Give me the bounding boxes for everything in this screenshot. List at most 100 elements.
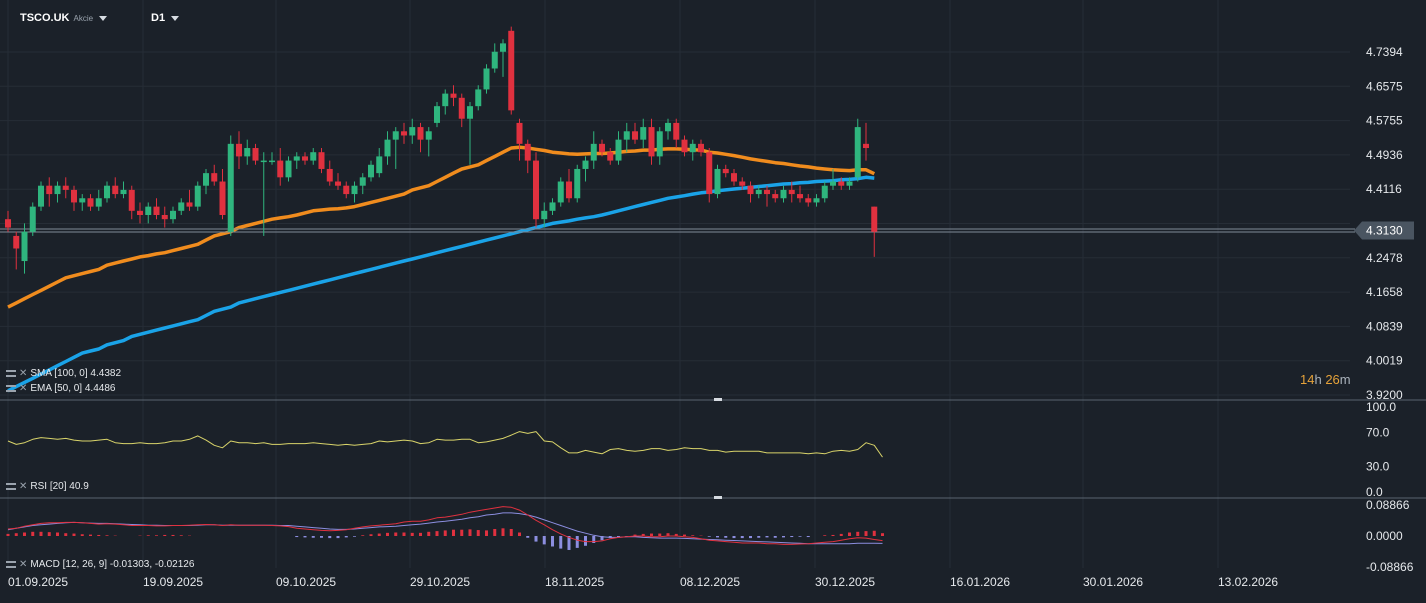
indicator-settings-icon[interactable] xyxy=(6,483,16,490)
candle-body xyxy=(327,169,333,182)
indicator-settings-icon[interactable] xyxy=(6,561,16,568)
candle-body xyxy=(426,131,432,139)
macd-histogram-bar xyxy=(865,531,868,536)
macd-histogram-bar xyxy=(576,536,579,548)
macd-tick-label: 0.0000 xyxy=(1366,529,1403,543)
ema-indicator-label[interactable]: ✕EMA [50, 0] 4.4486 xyxy=(6,383,115,394)
close-icon[interactable]: ✕ xyxy=(19,559,27,570)
macd-histogram-bar xyxy=(427,532,430,536)
macd-histogram-bar xyxy=(320,536,323,538)
candle-body xyxy=(71,190,77,203)
candle-body xyxy=(112,186,118,194)
candle-body xyxy=(459,98,465,119)
sma-indicator-label[interactable]: ✕SMA [100, 0] 4.4382 xyxy=(6,368,121,379)
candle-body xyxy=(261,161,267,163)
candle-body xyxy=(822,186,828,199)
candle-body xyxy=(517,123,523,144)
macd-histogram-bar xyxy=(510,529,513,536)
macd-histogram-bar xyxy=(724,536,727,538)
candle-body xyxy=(632,131,638,139)
macd-histogram-bar xyxy=(172,535,175,536)
candle-body xyxy=(698,144,704,152)
candle-body xyxy=(500,43,506,51)
date-axis-label: 19.09.2025 xyxy=(143,575,203,589)
current-price-label: 4.3130 xyxy=(1366,223,1403,237)
indicator-settings-icon[interactable] xyxy=(6,385,16,392)
macd-histogram-bar xyxy=(163,535,166,536)
macd-histogram-bar xyxy=(180,535,183,536)
close-icon[interactable]: ✕ xyxy=(19,481,27,492)
candle-body xyxy=(558,182,564,203)
candle-body xyxy=(203,173,209,186)
candle-body xyxy=(690,144,696,152)
macd-histogram-bar xyxy=(856,532,859,536)
price-tick-label: 4.6575 xyxy=(1366,79,1403,93)
macd-histogram-bar xyxy=(73,534,76,536)
macd-histogram-bar xyxy=(477,530,480,536)
macd-histogram-bar xyxy=(337,536,340,538)
price-tick-label: 4.0839 xyxy=(1366,319,1403,333)
macd-histogram-bar xyxy=(64,533,67,536)
macd-histogram-bar xyxy=(378,534,381,536)
candle-body xyxy=(723,169,729,173)
candle-body xyxy=(352,186,358,194)
price-tick-label: 4.0019 xyxy=(1366,354,1403,368)
macd-histogram-bar xyxy=(840,534,843,536)
candle-countdown: 14h 26m xyxy=(1300,372,1351,387)
macd-histogram-bar xyxy=(31,532,34,536)
macd-histogram-bar xyxy=(97,535,100,536)
candle-body xyxy=(162,215,168,219)
candle-body xyxy=(616,140,622,161)
instrument-type-label: Akcie xyxy=(74,14,94,23)
candle-body xyxy=(13,236,19,249)
macd-histogram-bar xyxy=(683,535,686,536)
macd-histogram-bar xyxy=(708,536,711,537)
candle-body xyxy=(442,94,448,107)
macd-histogram-bar xyxy=(328,536,331,538)
candle-body xyxy=(525,144,531,161)
candle-body xyxy=(418,127,424,140)
indicator-settings-icon[interactable] xyxy=(6,370,16,377)
macd-histogram-bar xyxy=(295,536,298,537)
candle-body xyxy=(541,211,547,219)
timeframe-selector[interactable]: D1 xyxy=(151,12,179,24)
candle-body xyxy=(789,190,795,194)
price-tick-label: 4.7394 xyxy=(1366,45,1403,59)
date-axis-label: 29.10.2025 xyxy=(410,575,470,589)
macd-histogram-bar xyxy=(444,530,447,536)
candle-body xyxy=(319,152,325,169)
macd-histogram-bar xyxy=(526,536,529,538)
macd-histogram-bar xyxy=(716,536,719,537)
countdown-hours-unit: h xyxy=(1314,372,1321,387)
countdown-hours: 14 xyxy=(1300,372,1314,387)
candle-body xyxy=(30,207,36,232)
candle-body xyxy=(508,31,514,111)
macd-indicator-label[interactable]: ✕MACD [12, 26, 9] -0.01303, -0.02126 xyxy=(6,559,194,570)
candle-body xyxy=(756,190,762,194)
candle-body xyxy=(475,89,481,106)
candle-body xyxy=(170,211,176,219)
macd-histogram-bar xyxy=(23,533,26,536)
pane-resize-handle xyxy=(714,496,722,499)
candle-body xyxy=(88,198,94,206)
macd-histogram-bar xyxy=(881,533,884,536)
macd-histogram-bar xyxy=(411,533,414,536)
date-axis-label: 30.01.2026 xyxy=(1083,575,1143,589)
macd-histogram-bar xyxy=(312,536,315,538)
macd-histogram-bar xyxy=(766,536,769,537)
candle-body xyxy=(294,156,300,160)
macd-histogram-bar xyxy=(460,530,463,536)
candle-body xyxy=(236,144,242,157)
date-axis-label: 30.12.2025 xyxy=(815,575,875,589)
price-tick-label: 4.5755 xyxy=(1366,114,1403,128)
close-icon[interactable]: ✕ xyxy=(19,383,27,394)
date-axis-label: 13.02.2026 xyxy=(1218,575,1278,589)
rsi-indicator-label[interactable]: ✕RSI [20] 40.9 xyxy=(6,481,89,492)
candle-body xyxy=(211,173,217,181)
close-icon[interactable]: ✕ xyxy=(19,368,27,379)
candle-body xyxy=(228,144,234,232)
macd-histogram-bar xyxy=(650,534,653,536)
